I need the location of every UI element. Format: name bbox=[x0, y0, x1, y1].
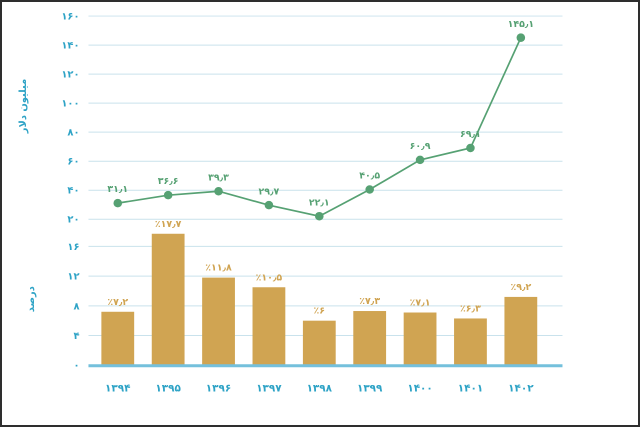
point-value-label: ۱۴۵٫۱ bbox=[508, 19, 535, 30]
bar bbox=[202, 277, 235, 366]
data-point-marker bbox=[365, 185, 374, 194]
bar bbox=[252, 287, 286, 366]
y-tick-label-percent: ۴ bbox=[73, 331, 79, 342]
bar bbox=[353, 311, 387, 366]
y-tick-label-dollar: ۱۶۰ bbox=[61, 12, 79, 23]
point-value-label: ۶۹٫۱ bbox=[460, 129, 481, 140]
x-axis-year-label: ۱۳۹۷ bbox=[256, 382, 282, 394]
bar bbox=[454, 318, 487, 366]
x-axis-year-label: ۱۳۹۴ bbox=[105, 382, 130, 394]
y-tick-label-percent: ۰ bbox=[73, 361, 79, 372]
y-tick-label-dollar: ۸۰ bbox=[67, 128, 79, 139]
axis-title-million-dollar: میلیون دلار bbox=[18, 79, 29, 134]
data-point-marker bbox=[163, 190, 173, 200]
x-axis-year-label: ۱۳۹۶ bbox=[206, 382, 231, 394]
x-axis-year-label: ۱۳۹۹ bbox=[357, 382, 383, 394]
point-value-label: ۳۶٫۶ bbox=[158, 176, 179, 187]
x-axis-year-label: ۱۳۹۵ bbox=[155, 382, 181, 394]
bar bbox=[403, 312, 437, 366]
y-tick-label-dollar: ۴۰ bbox=[67, 186, 79, 197]
data-point-marker bbox=[315, 211, 324, 221]
x-axis-year-label: ۱۴۰۲ bbox=[508, 382, 534, 394]
point-value-label: ۳۱٫۱ bbox=[107, 184, 128, 195]
bar bbox=[101, 311, 135, 366]
bar-value-label: ٪۱۷٫۷ bbox=[155, 219, 182, 230]
x-axis-year-label: ۱۴۰۰ bbox=[407, 382, 432, 394]
y-tick-label-percent: ۸ bbox=[73, 301, 79, 312]
point-value-label: ۲۹٫۷ bbox=[259, 186, 280, 197]
y-tick-label-dollar: ۲۰ bbox=[67, 215, 79, 226]
y-tick-label-percent: ۱۶ bbox=[67, 242, 79, 253]
bar bbox=[504, 296, 538, 366]
point-value-label: ۳۹٫۳ bbox=[208, 172, 229, 183]
trend-line bbox=[117, 37, 522, 218]
y-tick-label-dollar: ۱۰۰ bbox=[61, 99, 79, 110]
bar-value-label: ٪۶ bbox=[314, 306, 326, 317]
bar-value-label: ٪۷٫۲ bbox=[107, 297, 128, 308]
data-point-marker bbox=[264, 200, 274, 210]
data-point-marker bbox=[516, 33, 526, 42]
bar-value-label: ٪۱۰٫۵ bbox=[256, 272, 283, 283]
y-tick-label-dollar: ۱۲۰ bbox=[61, 70, 79, 81]
data-point-marker bbox=[466, 143, 475, 153]
axis-title-percent: درصد bbox=[26, 286, 37, 312]
bar-value-label: ٪۷٫۱ bbox=[410, 298, 431, 309]
bar-value-label: ٪۶٫۳ bbox=[460, 304, 481, 315]
y-tick-label-dollar: ۱۴۰ bbox=[61, 41, 79, 52]
data-point-marker bbox=[214, 186, 223, 196]
data-point-marker bbox=[415, 155, 425, 165]
x-axis-year-label: ۱۳۹۸ bbox=[307, 382, 333, 394]
bar bbox=[302, 320, 336, 366]
data-point-marker bbox=[113, 198, 123, 208]
bar-value-label: ٪۹٫۲ bbox=[510, 282, 531, 293]
bar-value-label: ٪۷٫۳ bbox=[359, 296, 380, 307]
y-tick-label-percent: ۱۲ bbox=[67, 272, 79, 283]
point-value-label: ۴۰٫۵ bbox=[359, 171, 380, 182]
bar bbox=[151, 233, 185, 366]
x-axis-year-label: ۱۴۰۱ bbox=[458, 382, 483, 394]
point-value-label: ۶۰٫۹ bbox=[410, 141, 431, 152]
bar-value-label: ٪۱۱٫۸ bbox=[205, 263, 232, 274]
point-value-label: ۲۲٫۱ bbox=[309, 197, 330, 208]
y-tick-label-dollar: ۶۰ bbox=[67, 157, 79, 168]
